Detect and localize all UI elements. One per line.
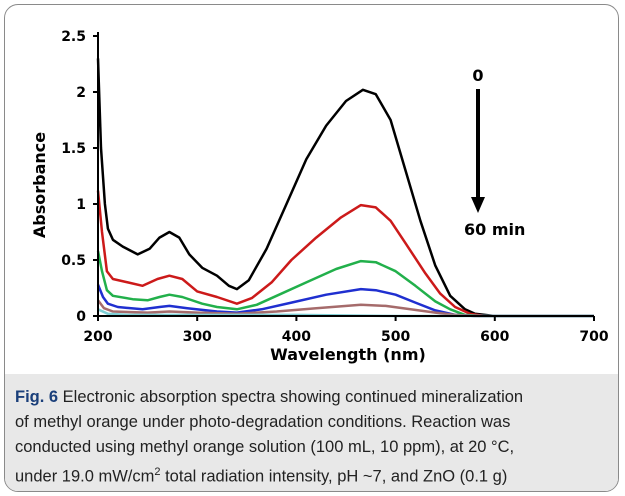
- caption-line-2: of methyl orange under photo-degradation…: [15, 413, 511, 431]
- y-tick-label: 2: [76, 85, 86, 101]
- caption-superscript: 2: [154, 466, 161, 478]
- series-layer: [96, 58, 594, 318]
- caption-line-4a: under 19.0 mW/cm: [15, 467, 155, 486]
- series-line-4: [96, 284, 594, 318]
- y-axis-label: Absorbance: [30, 132, 49, 238]
- y-tick-label: 0: [76, 309, 86, 325]
- caption-text: Fig. 6 Electronic absorption spectra sho…: [15, 385, 611, 490]
- time-arrow-head: [471, 197, 485, 213]
- x-tick-label: 700: [579, 329, 608, 345]
- annotation-end-label: 60 min: [464, 220, 525, 239]
- x-tick-label: 200: [83, 329, 112, 345]
- x-axis-label: Wavelength (nm): [270, 345, 426, 364]
- caption-box: Fig. 6 Electronic absorption spectra sho…: [5, 374, 618, 491]
- x-tick-label: 600: [480, 329, 509, 345]
- y-tick-label: 1.5: [61, 141, 86, 157]
- x-tick-label: 400: [282, 329, 311, 345]
- y-tick-label: 1: [76, 197, 86, 213]
- series-line-2: [96, 190, 594, 318]
- y-tick-label: 2.5: [61, 29, 86, 45]
- x-tick-label: 500: [381, 329, 410, 345]
- annotation-start-label: 0: [472, 66, 483, 85]
- caption-line-3: conducted using methyl orange solution (…: [15, 438, 515, 456]
- series-line-5: [97, 299, 594, 318]
- series-line-3: [96, 250, 594, 318]
- caption-line-4b: total radiation intensity, pH ~7, and Zn…: [160, 467, 508, 486]
- caption-figure-label: Fig. 6: [15, 388, 59, 406]
- figure-frame: 0 0.5 1 1.5 2 2.5 200 300 400 500 600 700 Absorbanc…: [4, 4, 619, 492]
- series-line-1: [96, 58, 594, 318]
- x-tick-label: 300: [183, 329, 212, 345]
- axes-layer: 0 0.5 1 1.5 2 2.5 200 300 400 500 600 700: [61, 29, 609, 345]
- absorbance-chart: 0 0.5 1 1.5 2 2.5 200 300 400 500 600 700 Absorbanc…: [30, 29, 609, 364]
- caption-line-1: Electronic absorption spectra showing co…: [58, 388, 524, 406]
- y-tick-label: 0.5: [61, 253, 86, 269]
